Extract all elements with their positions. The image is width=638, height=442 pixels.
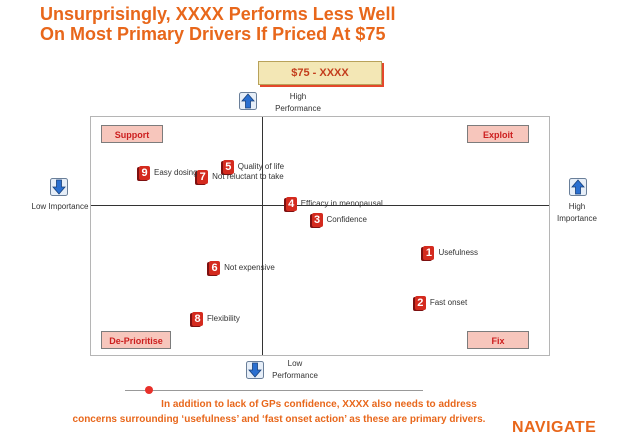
quadrant-support: Support: [101, 125, 163, 143]
point-rank-5: 5: [222, 160, 234, 175]
point-label-8: Flexibility: [207, 314, 240, 323]
point-label-3: Confidence: [326, 215, 367, 224]
quadrant-chart: Support Exploit De-Prioritise Fix 1 Usefu…: [90, 116, 550, 356]
point-rank-2: 2: [414, 295, 426, 310]
point-label-9: Easy dosing: [154, 168, 198, 178]
axis-label-bottom: Low Performance: [272, 359, 318, 380]
footer-divider: [125, 390, 423, 391]
point-label-5: Quality of life: [237, 162, 285, 172]
title-line-1: Unsurprisingly, XXXX Performs Less Well: [40, 4, 396, 24]
point-rank-7: 7: [197, 169, 209, 184]
axis-label-left: Low Importance: [31, 202, 89, 211]
axis-label-top: High Performance: [275, 92, 321, 113]
footer-line-1: In addition to lack of GPs confidence, X…: [161, 399, 477, 410]
footer-dot: [145, 386, 153, 394]
page-title: Unsurprisingly, XXXX Performs Less Well …: [40, 4, 395, 44]
point-rank-3: 3: [311, 213, 323, 227]
quadrant-fix: Fix: [467, 331, 529, 349]
arrow-up-right-icon: [569, 178, 587, 196]
arrow-down-icon: [246, 361, 264, 379]
axis-label-right: High Importance: [556, 202, 598, 223]
point-label-2: Fast onset: [429, 297, 468, 307]
point-rank-1: 1: [423, 246, 435, 260]
point-rank-8: 8: [192, 312, 204, 326]
quadrant-exploit: Exploit: [467, 125, 529, 143]
vertical-axis: [262, 117, 263, 355]
title-line-2: On Most Primary Drivers If Priced At $75: [40, 24, 386, 44]
point-rank-6: 6: [209, 261, 221, 275]
horizontal-axis: [91, 205, 549, 206]
point-label-1: Usefulness: [438, 248, 479, 257]
point-rank-4: 4: [285, 197, 297, 212]
point-label-6: Not expensive: [224, 263, 275, 272]
footer-line-2: concerns surrounding ‘usefulness’ and ‘f…: [72, 414, 486, 425]
quadrant-de-prioritise: De-Prioritise: [101, 331, 171, 349]
price-tag: $75 - XXXX: [258, 61, 382, 85]
point-rank-9: 9: [139, 166, 150, 181]
arrow-up-icon: [239, 92, 257, 110]
arrow-down-left-icon: [50, 178, 68, 196]
point-label-7: Not reluctant to take: [212, 171, 284, 181]
navigate-logo: NAVIGATE: [512, 419, 597, 436]
point-label-4: Efficacy in menopausal: [300, 199, 383, 209]
